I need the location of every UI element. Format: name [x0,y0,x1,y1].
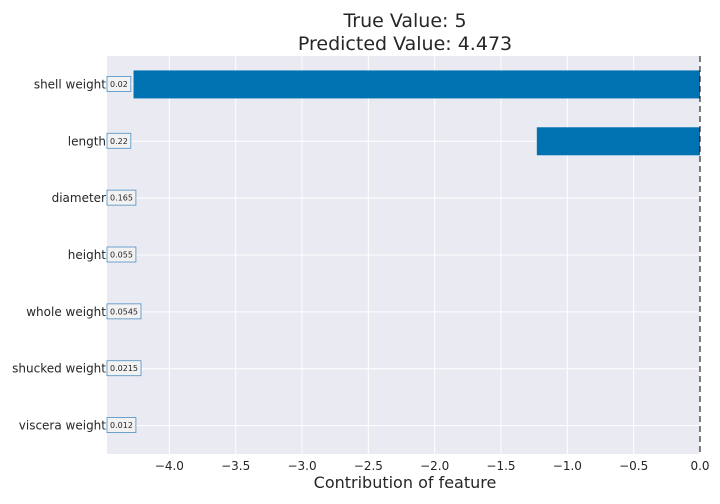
value-label-frame [106,189,137,206]
x-tick-label: −4.0 [155,459,184,473]
chart-title: True Value: 5 [342,10,466,32]
value-label: 0.0545 [110,307,138,316]
value-label-box: 0.055 [106,246,137,263]
value-label-box: 0.165 [106,189,137,206]
category-label: shell weight [34,77,106,91]
value-label: 0.165 [110,194,133,203]
x-tick-label: −0.5 [619,459,648,473]
chart-subtitle: Predicted Value: 4.473 [298,33,512,55]
category-label: diameter [52,191,106,205]
value-label-frame [106,417,137,433]
x-tick-label: 0.0 [690,459,709,473]
x-tick-labels: −4.0 −3.5 −3.0 −2.5 −2.0 −1.5 −1.0 −0.5 0.0 [155,459,710,473]
category-label: length [68,134,106,148]
value-label-box: 0.02 [106,76,132,92]
value-label: 0.22 [110,137,128,146]
value-label-box: 0.22 [106,132,132,149]
value-label-frame [106,76,132,92]
x-tick-label: −1.0 [553,459,582,473]
x-tick-label: −3.0 [287,459,316,473]
x-tick-label: −2.5 [354,459,383,473]
x-tick-label: −3.5 [221,459,250,473]
value-label-box: 0.0545 [106,303,142,320]
bars [133,70,700,156]
value-label-frame [106,303,142,320]
value-label: 0.02 [110,80,128,89]
value-label-frame [106,246,137,263]
x-tick-label: −1.5 [486,459,515,473]
category-label: whole weight [26,305,106,319]
value-label: 0.055 [110,251,133,260]
value-label: 0.012 [110,421,133,430]
value-label-frame [106,132,132,149]
category-labels: shell weight length diameter height whole we… [12,77,106,432]
category-label: height [68,248,107,262]
value-label-box: 0.012 [106,417,137,433]
bar-shell-weight [133,70,700,99]
value-labels: 0.02 0.22 0.165 0.055 0.0545 0.0215 0.012 [106,76,142,433]
category-label: viscera weight [19,419,107,433]
category-label: shucked weight [12,362,106,376]
value-label-frame [106,360,142,377]
value-label-box: 0.0215 [106,360,142,377]
x-axis-label: Contribution of feature [314,473,497,492]
value-label: 0.0215 [110,364,138,373]
x-tick-label: −2.0 [420,459,449,473]
bar-length [536,127,700,156]
